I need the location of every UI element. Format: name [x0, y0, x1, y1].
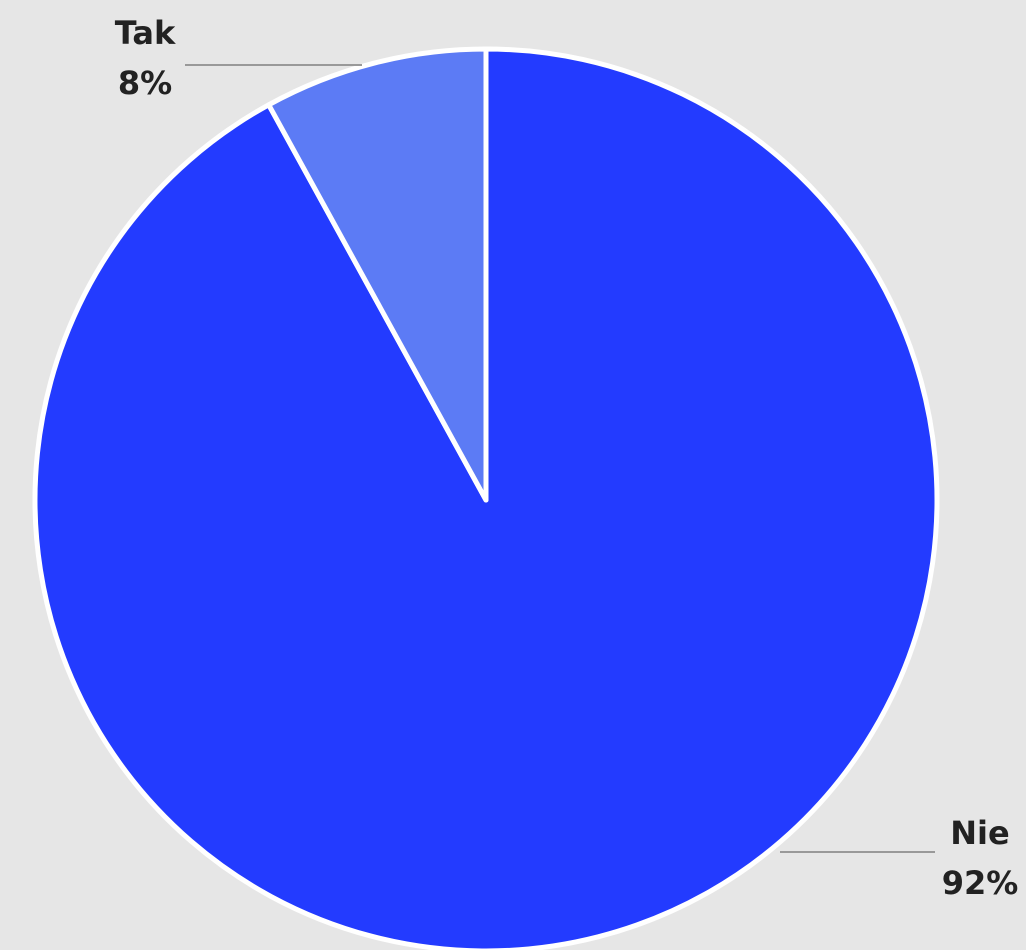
- pie-slice: [266, 46, 489, 503]
- slice-label: Tak: [115, 14, 176, 52]
- slice-label: Nie: [950, 814, 1009, 852]
- slice-value-label: 92%: [942, 864, 1019, 902]
- slice-value-label: 8%: [118, 64, 172, 102]
